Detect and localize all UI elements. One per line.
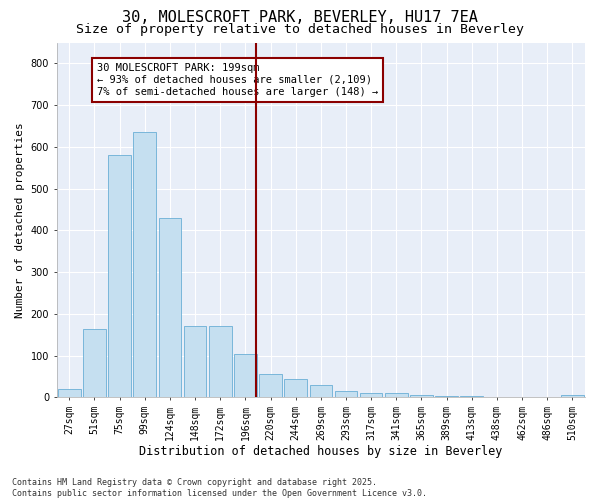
Bar	[83, 328, 106, 398]
Bar	[460, 396, 483, 398]
Bar	[58, 389, 80, 398]
Bar	[234, 354, 257, 398]
Text: Size of property relative to detached houses in Beverley: Size of property relative to detached ho…	[76, 22, 524, 36]
Bar	[561, 396, 584, 398]
Bar	[209, 326, 232, 398]
Text: 30 MOLESCROFT PARK: 199sqm
← 93% of detached houses are smaller (2,109)
7% of se: 30 MOLESCROFT PARK: 199sqm ← 93% of deta…	[97, 64, 378, 96]
Bar	[310, 385, 332, 398]
Bar	[259, 374, 282, 398]
Bar	[335, 391, 358, 398]
Bar	[410, 394, 433, 398]
X-axis label: Distribution of detached houses by size in Beverley: Distribution of detached houses by size …	[139, 444, 503, 458]
Bar	[184, 326, 206, 398]
Bar	[284, 378, 307, 398]
Bar	[108, 155, 131, 398]
Bar	[360, 394, 382, 398]
Bar	[385, 394, 407, 398]
Bar	[133, 132, 156, 398]
Y-axis label: Number of detached properties: Number of detached properties	[15, 122, 25, 318]
Text: Contains HM Land Registry data © Crown copyright and database right 2025.
Contai: Contains HM Land Registry data © Crown c…	[12, 478, 427, 498]
Bar	[436, 396, 458, 398]
Text: 30, MOLESCROFT PARK, BEVERLEY, HU17 7EA: 30, MOLESCROFT PARK, BEVERLEY, HU17 7EA	[122, 10, 478, 25]
Bar	[158, 218, 181, 398]
